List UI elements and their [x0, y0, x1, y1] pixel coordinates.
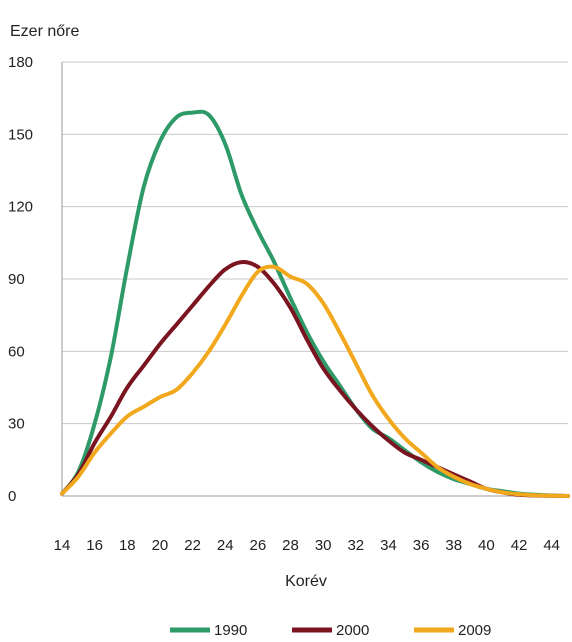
x-tick-label: 26: [250, 537, 267, 554]
x-tick-label: 34: [380, 537, 397, 554]
x-axis-title: Korév: [285, 573, 327, 590]
y-tick-label: 180: [8, 54, 33, 71]
x-tick-label: 42: [511, 537, 528, 554]
x-tick-label: 22: [184, 537, 201, 554]
legend-label-2000: 2000: [336, 622, 369, 639]
series-line-2000: [60, 260, 570, 498]
x-tick-label: 18: [119, 537, 136, 554]
y-axis-title: Ezer nőre: [10, 23, 79, 40]
y-tick-label: 60: [8, 343, 25, 360]
x-tick-labels: 14 16 18 20 22 24 26 28 30 32 34 36 38 40 42 44: [54, 537, 560, 554]
series-line-2009: [60, 264, 570, 498]
y-tick-label: 90: [8, 271, 25, 288]
legend: 1990 2000 2009: [170, 622, 491, 639]
x-tick-label: 36: [413, 537, 430, 554]
x-tick-label: 40: [478, 537, 495, 554]
legend-label-2009: 2009: [458, 622, 491, 639]
series-line-1990: [60, 109, 570, 498]
x-tick-label: 30: [315, 537, 332, 554]
x-tick-label: 44: [543, 537, 560, 554]
y-tick-label: 150: [8, 126, 33, 143]
x-tick-label: 38: [445, 537, 462, 554]
x-tick-label: 16: [86, 537, 103, 554]
x-tick-label: 32: [347, 537, 364, 554]
y-tick-label: 30: [8, 416, 25, 433]
gridlines: [62, 61, 568, 425]
y-tick-labels: 0 30 60 90 120 150 180: [8, 54, 33, 505]
x-tick-label: 20: [152, 537, 169, 554]
x-tick-label: 24: [217, 537, 234, 554]
y-tick-label: 0: [8, 488, 16, 505]
x-tick-label: 14: [54, 537, 71, 554]
y-tick-label: 120: [8, 199, 33, 216]
legend-label-1990: 1990: [214, 622, 247, 639]
series-lines: [60, 109, 570, 498]
x-tick-label: 28: [282, 537, 299, 554]
